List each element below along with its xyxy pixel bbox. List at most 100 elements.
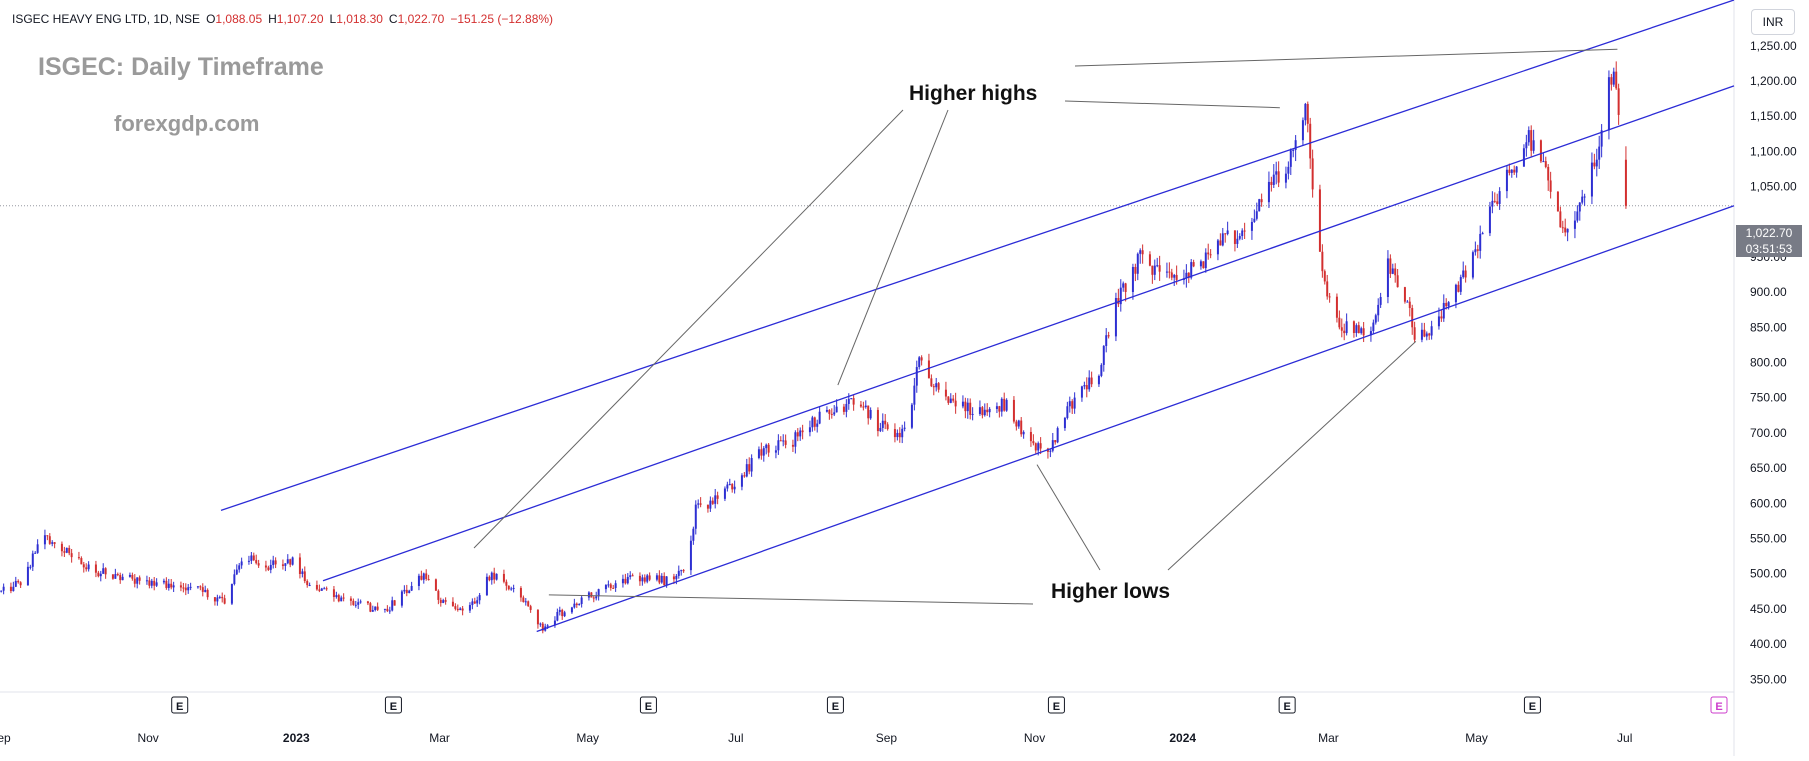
x-tick-label: Mar — [1318, 731, 1339, 745]
candle — [0, 590, 3, 593]
channel-line-lower[interactable] — [536, 205, 1735, 633]
higher-lows-label[interactable]: Higher lows — [1051, 580, 1171, 603]
candle — [580, 595, 583, 608]
high-label: H — [268, 12, 277, 26]
candle — [1428, 332, 1431, 340]
candle — [315, 580, 318, 591]
candle — [1612, 67, 1615, 87]
candle — [1590, 152, 1593, 205]
candle — [830, 408, 833, 419]
candle — [1505, 165, 1508, 199]
earnings-marker[interactable]: E — [1278, 696, 1296, 714]
earnings-marker[interactable]: E — [1710, 696, 1728, 714]
candle — [1573, 211, 1576, 239]
candle — [1440, 309, 1443, 322]
candle — [218, 595, 221, 599]
candle — [1124, 282, 1127, 302]
candle — [932, 383, 935, 396]
y-tick-label: 900.00 — [1750, 285, 1787, 299]
candle — [281, 559, 284, 570]
candle — [1185, 264, 1188, 288]
candle — [2, 583, 5, 595]
candle — [745, 458, 748, 478]
candle — [1272, 164, 1275, 188]
candle — [196, 586, 199, 589]
candle — [570, 606, 573, 614]
earnings-marker[interactable]: E — [384, 696, 402, 714]
candle — [1080, 385, 1083, 402]
y-tick-label: 600.00 — [1750, 496, 1787, 510]
candle — [845, 399, 848, 418]
candle — [614, 580, 617, 592]
candle — [1204, 248, 1207, 273]
candle — [1034, 442, 1037, 454]
candle — [284, 563, 287, 572]
candle — [740, 473, 743, 491]
candle — [352, 598, 355, 606]
candle — [699, 497, 702, 508]
candle — [184, 583, 187, 596]
candle — [794, 430, 797, 454]
candle — [1362, 322, 1365, 343]
candle — [811, 415, 814, 432]
candle — [1340, 318, 1343, 338]
candle — [1420, 322, 1423, 343]
earnings-marker[interactable]: E — [171, 696, 189, 714]
symbol-label[interactable]: ISGEC HEAVY ENG LTD, 1D, NSE — [12, 12, 201, 26]
candle — [660, 573, 663, 584]
earnings-marker[interactable]: E — [826, 696, 844, 714]
candle — [575, 602, 578, 608]
y-tick-label: 750.00 — [1750, 391, 1787, 405]
higher-highs-label[interactable]: Higher highs — [909, 82, 1038, 105]
y-tick-label: 800.00 — [1750, 356, 1787, 370]
candle — [1556, 190, 1559, 212]
candle — [128, 572, 131, 578]
low-label: L — [329, 12, 337, 26]
candle — [1522, 144, 1525, 167]
candle — [915, 360, 918, 393]
candle — [1202, 261, 1205, 269]
candle — [1051, 432, 1054, 453]
candle — [767, 442, 770, 457]
candle — [1017, 419, 1020, 429]
candle — [1355, 323, 1358, 337]
candle — [1595, 148, 1598, 177]
candle — [182, 582, 185, 593]
candle — [376, 602, 379, 611]
candle — [1549, 171, 1552, 199]
candle — [784, 434, 787, 449]
channel-line-middle[interactable] — [322, 85, 1735, 582]
candle — [869, 407, 872, 420]
candle — [48, 533, 51, 545]
candle — [886, 422, 889, 431]
candle — [825, 406, 828, 413]
candle — [454, 603, 457, 611]
candle — [82, 561, 85, 573]
channel-line-upper[interactable] — [220, 0, 1735, 511]
candle — [65, 547, 68, 554]
candle — [1525, 134, 1528, 157]
candle — [935, 377, 938, 392]
candle — [420, 570, 423, 581]
candle — [478, 592, 481, 605]
currency-button[interactable]: INR — [1751, 9, 1795, 35]
earnings-marker[interactable]: E — [1047, 696, 1065, 714]
candle — [728, 478, 731, 486]
candle — [1255, 202, 1258, 221]
candle — [714, 488, 717, 509]
candle — [828, 409, 831, 420]
candle — [1530, 125, 1533, 157]
candle — [111, 574, 114, 580]
earnings-marker[interactable]: E — [639, 696, 657, 714]
candle — [461, 605, 464, 616]
candle — [97, 570, 100, 578]
candle — [646, 573, 649, 584]
candle — [332, 586, 335, 602]
candle — [682, 569, 685, 573]
earnings-marker[interactable]: E — [1523, 696, 1541, 714]
candle — [706, 504, 709, 513]
candle — [1391, 263, 1394, 275]
candle — [437, 589, 440, 605]
